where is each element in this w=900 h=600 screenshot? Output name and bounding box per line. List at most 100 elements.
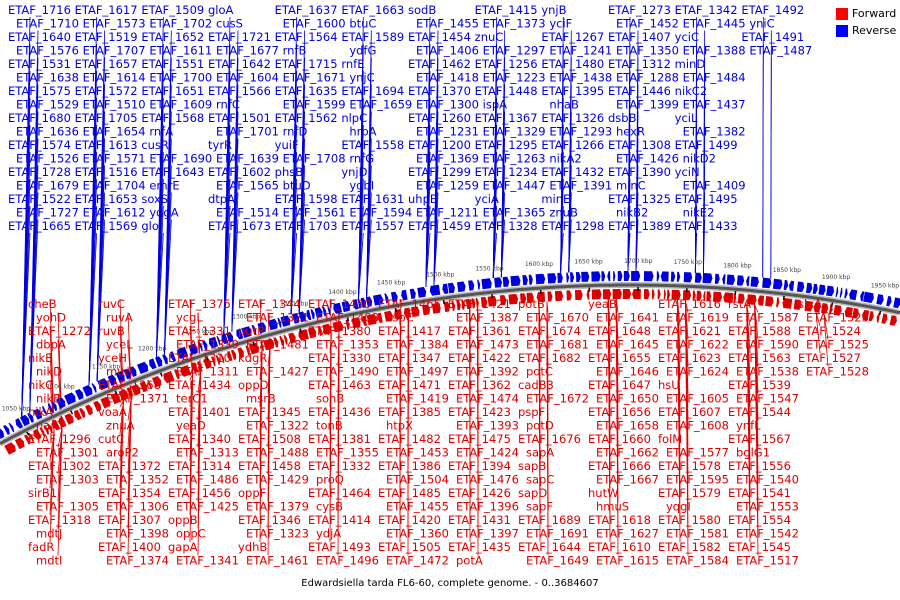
reverse-gene-label: ETAF_1700 (149, 71, 212, 85)
reverse-gene-label: phsB (275, 165, 304, 179)
forward-gene-label: ETAF_1482 (378, 432, 441, 446)
reverse-gene-label: dsbB (608, 111, 637, 125)
reverse-gene-78 (591, 271, 601, 282)
forward-gene-50 (362, 315, 368, 326)
reverse-gene-99 (762, 277, 772, 289)
reverse-gene-22 (155, 356, 163, 368)
reverse-gene-16 (107, 374, 117, 386)
reverse-gene-label: ispA (483, 98, 507, 112)
forward-gene-leader (685, 300, 689, 556)
reverse-gene-leader (694, 232, 698, 273)
forward-gene-label: ETAF_1488 (246, 446, 309, 460)
forward-gene-label: oppD (238, 378, 269, 392)
forward-gene-label: ETAF_1414 (308, 513, 371, 527)
forward-gene-leader (815, 312, 821, 354)
genome-backbone (0, 282, 900, 447)
forward-gene-110 (852, 308, 859, 319)
forward-gene-label: ETAF_1314 (168, 459, 231, 473)
forward-gene-label: ETAF_1667 (596, 473, 659, 487)
forward-gene-label: ETAF_1362 (448, 378, 511, 392)
reverse-gene-label: ETAF_1638 (16, 71, 79, 85)
forward-gene-label: ETAF_1508 (238, 432, 301, 446)
reverse-gene-label: ETAF_1710 (16, 17, 79, 31)
reverse-gene-leader (231, 219, 239, 332)
forward-gene-23 (163, 371, 175, 384)
forward-gene-label: ETAF_1641 (596, 311, 659, 325)
forward-gene-55 (403, 307, 412, 319)
forward-gene-label: ETAF_1425 (176, 500, 239, 514)
forward-gene-79 (602, 289, 612, 300)
reverse-gene-label: ETAF_1501 (208, 111, 271, 125)
reverse-gene-88 (670, 271, 676, 282)
forward-gene-label: ETAF_1588 (728, 324, 791, 338)
reverse-gene-50 (357, 298, 361, 309)
reverse-gene-label: ETAF_1437 (683, 98, 746, 112)
reverse-gene-label: btuD (283, 179, 311, 193)
forward-gene-label: ETAF_1387 (456, 311, 519, 325)
forward-gene-label: ETAF_1386 (378, 459, 441, 473)
reverse-gene-33 (236, 328, 244, 340)
reverse-gene-label: ETAF_1448 (475, 84, 538, 98)
forward-gene-label: ydhB (238, 540, 267, 554)
reverse-gene-34 (241, 326, 252, 338)
forward-gene-leader (49, 431, 55, 543)
reverse-gene-label: ETAF_1259 (416, 179, 479, 193)
reverse-gene-label: ETAF_1673 (208, 219, 271, 233)
reverse-gene-label: ETAF_1462 (408, 57, 471, 71)
reverse-gene-label: ETAF_1298 (541, 219, 604, 233)
reverse-gene-label: ETAF_1568 (141, 111, 204, 125)
reverse-gene-label: ETAF_1715 (275, 57, 338, 71)
reverse-gene-106 (818, 284, 826, 296)
forward-gene-65 (475, 297, 479, 308)
forward-gene-label: murJ (106, 365, 133, 379)
forward-gene-label: ETAF_1539 (728, 378, 791, 392)
reverse-gene-81 (613, 271, 616, 282)
forward-gene-label: ETAF_1689 (518, 513, 581, 527)
forward-gene-leader (189, 373, 194, 543)
forward-gene-label: ETAF_1272 (28, 324, 91, 338)
reverse-gene-label: ETAF_1234 (475, 165, 538, 179)
forward-gene-2 (24, 434, 31, 445)
reverse-gene-label: ETAF_1295 (475, 138, 538, 152)
reverse-gene-31 (221, 333, 229, 345)
forward-gene-101 (776, 297, 780, 308)
reverse-gene-label: ETAF_1415 (475, 3, 538, 17)
reverse-gene-112 (860, 291, 865, 302)
forward-gene-37 (260, 341, 264, 352)
forward-gene-label: cspC (386, 311, 414, 325)
kbp-tick (159, 372, 163, 377)
reverse-gene-label: ETAF_1350 (616, 44, 679, 58)
reverse-gene-label: hrpA (349, 125, 376, 139)
forward-gene-40 (279, 335, 284, 346)
forward-gene-label: ETAF_1607 (658, 405, 721, 419)
forward-gene-78 (591, 289, 602, 300)
reverse-gene-label: ETAF_1571 (83, 152, 146, 166)
reverse-gene-label: ETAF_1643 (141, 165, 204, 179)
reverse-gene-label: ETAF_1459 (408, 219, 471, 233)
reverse-gene-57 (409, 288, 416, 299)
reverse-gene-label: ETAF_1529 (16, 98, 79, 112)
legend: Forward Reverse (836, 6, 898, 40)
forward-gene-label: hutW (588, 486, 618, 500)
forward-gene-94 (712, 291, 723, 303)
forward-gene-label: cutC (98, 432, 124, 446)
forward-gene-label: ETAF_1580 (658, 513, 721, 527)
forward-gene-103 (793, 299, 802, 310)
reverse-gene-label: ETAF_1499 (675, 138, 738, 152)
reverse-gene-label: gloA (208, 3, 234, 17)
forward-gene-leader (337, 331, 340, 556)
reverse-gene-label: ETAF_1651 (141, 84, 204, 98)
reverse-gene-label: ETAF_1452 (616, 17, 679, 31)
forward-gene-label: ETAF_1595 (666, 473, 729, 487)
reverse-gene-label: ETAF_1328 (475, 219, 538, 233)
reverse-gene-label: ETAF_1652 (141, 30, 204, 44)
forward-gene-33 (230, 349, 237, 360)
forward-gene-label: ETAF_1496 (316, 554, 379, 568)
forward-gene-label: nikE (28, 351, 52, 365)
forward-gene-label: ETAF_1368 (98, 378, 161, 392)
reverse-gene-label: sodB (408, 3, 436, 17)
forward-gene-84 (651, 289, 655, 300)
reverse-gene-25 (177, 346, 189, 359)
forward-gene-label: ETAF_1577 (666, 446, 729, 460)
reverse-gene-label: ynjB (541, 3, 566, 17)
